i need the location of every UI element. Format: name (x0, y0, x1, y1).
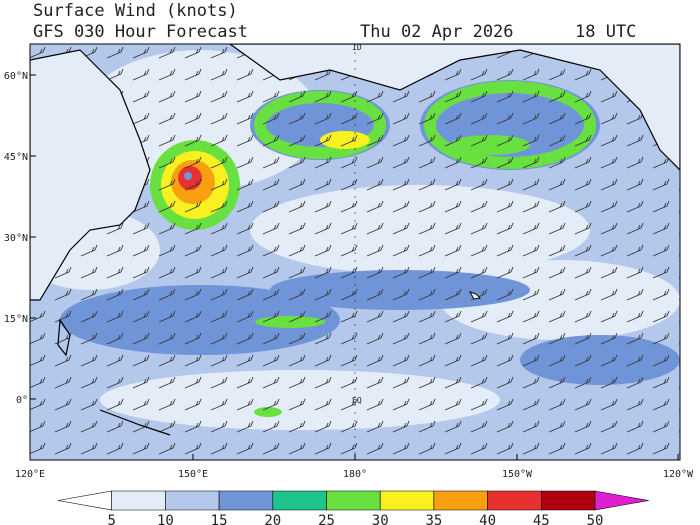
title: Surface Wind (knots) (33, 1, 238, 21)
colorbar-swatch (379, 490, 435, 511)
colorbar-swatch (218, 490, 274, 511)
colorbar-swatch (594, 490, 649, 511)
colorbar-swatch (272, 490, 327, 511)
latitude-label: 60°N (4, 71, 28, 82)
latitude-label: 0° (16, 395, 28, 406)
forecast-date: Thu 02 Apr 2026 (360, 22, 514, 42)
longitude-label: 150°E (178, 469, 208, 480)
map-field (30, 44, 680, 460)
colorbar-label: 20 (264, 513, 281, 525)
longitude-label: 120°E (15, 469, 45, 480)
colorbar-swatch (57, 490, 112, 511)
colorbar-swatch (487, 490, 542, 511)
colorbar-swatch (326, 490, 381, 511)
colorbar-swatch (165, 490, 220, 511)
colorbar-label: 40 (479, 513, 496, 525)
colorbar-label: 15 (211, 513, 228, 525)
latitude-label: 15°N (4, 314, 28, 325)
colorbar-label: 35 (425, 513, 442, 525)
longitude-label: 120°W (663, 469, 694, 480)
colorbar-swatch (541, 490, 596, 511)
map-marker: EQ (352, 396, 362, 405)
colorbar-label: 10 (157, 513, 174, 525)
longitude-label: 180° (343, 469, 367, 480)
colorbar-label: 25 (318, 513, 335, 525)
latitude-label: 30°N (4, 233, 28, 244)
colorbar-label: 50 (587, 513, 604, 525)
map-marker: ID (352, 43, 362, 52)
colorbar-label: 30 (372, 513, 389, 525)
longitude-label: 150°W (502, 469, 533, 480)
forecast-time: 18 UTC (575, 22, 636, 42)
colorbar-swatch (111, 490, 166, 511)
colorbar-swatch (433, 490, 488, 511)
latitude-label: 45°N (4, 152, 28, 163)
colorbar-label: 5 (107, 513, 115, 525)
subtitle: GFS 030 Hour Forecast (33, 22, 248, 42)
colorbar-label: 45 (533, 513, 550, 525)
